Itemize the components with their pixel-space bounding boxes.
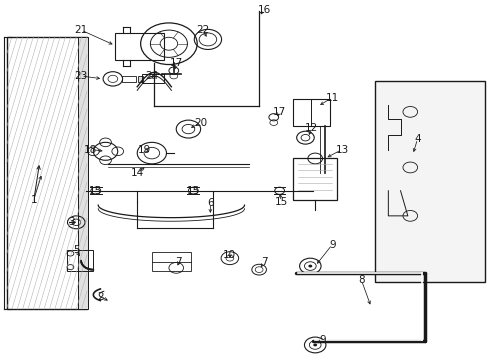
Text: 13: 13: [335, 144, 348, 154]
Text: 14: 14: [130, 168, 143, 178]
Circle shape: [308, 265, 312, 267]
Text: 22: 22: [196, 25, 209, 35]
Text: 7: 7: [175, 257, 182, 267]
Text: 15: 15: [186, 186, 200, 196]
Bar: [293, 158, 336, 200]
Text: 20: 20: [194, 118, 207, 128]
Text: 16: 16: [257, 5, 270, 15]
Text: 5: 5: [73, 245, 80, 255]
Bar: [122, 76, 136, 82]
Text: 9: 9: [319, 334, 325, 345]
Bar: [66, 250, 93, 271]
Text: 12: 12: [305, 123, 318, 133]
Bar: [138, 76, 143, 82]
Text: 6: 6: [206, 198, 213, 208]
Bar: [6, 37, 87, 309]
Text: 2: 2: [97, 292, 104, 302]
Text: 17: 17: [169, 58, 183, 68]
Circle shape: [313, 343, 317, 346]
Bar: [142, 74, 163, 83]
Text: 15: 15: [274, 197, 287, 207]
Text: 17: 17: [272, 107, 285, 117]
Bar: [293, 99, 329, 126]
Text: 9: 9: [328, 239, 335, 249]
Text: 8: 8: [358, 275, 364, 285]
Text: 10: 10: [223, 249, 236, 260]
Bar: [115, 33, 163, 60]
Text: 24: 24: [145, 71, 158, 81]
Bar: [374, 81, 484, 282]
Bar: [152, 252, 190, 271]
Text: 1: 1: [30, 195, 37, 205]
Text: 23: 23: [74, 71, 87, 81]
Text: 18: 18: [84, 144, 97, 154]
Text: 11: 11: [325, 93, 338, 103]
Text: 19: 19: [138, 144, 151, 154]
Bar: [78, 37, 88, 309]
Text: 15: 15: [89, 186, 102, 196]
Text: 7: 7: [260, 257, 267, 267]
Text: 21: 21: [74, 25, 87, 35]
Text: 4: 4: [413, 134, 420, 144]
Text: 3: 3: [68, 217, 75, 227]
